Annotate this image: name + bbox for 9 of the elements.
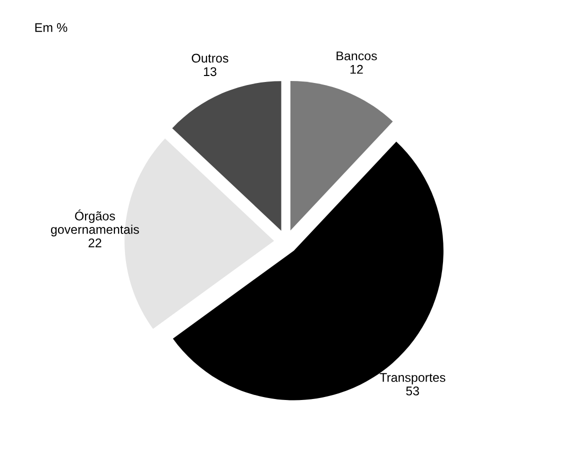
data-label: 53	[406, 386, 420, 396]
data-label: 13	[204, 67, 216, 76]
slice-label: Transportes	[380, 373, 446, 384]
chart-title: Em %	[35, 23, 68, 32]
data-label: 12	[350, 64, 363, 74]
slice-label: Órgãos governamentais	[50, 209, 139, 236]
data-label: 22	[88, 238, 102, 248]
slice-label: Outros	[192, 54, 228, 63]
slice-label: Bancos	[336, 52, 377, 60]
